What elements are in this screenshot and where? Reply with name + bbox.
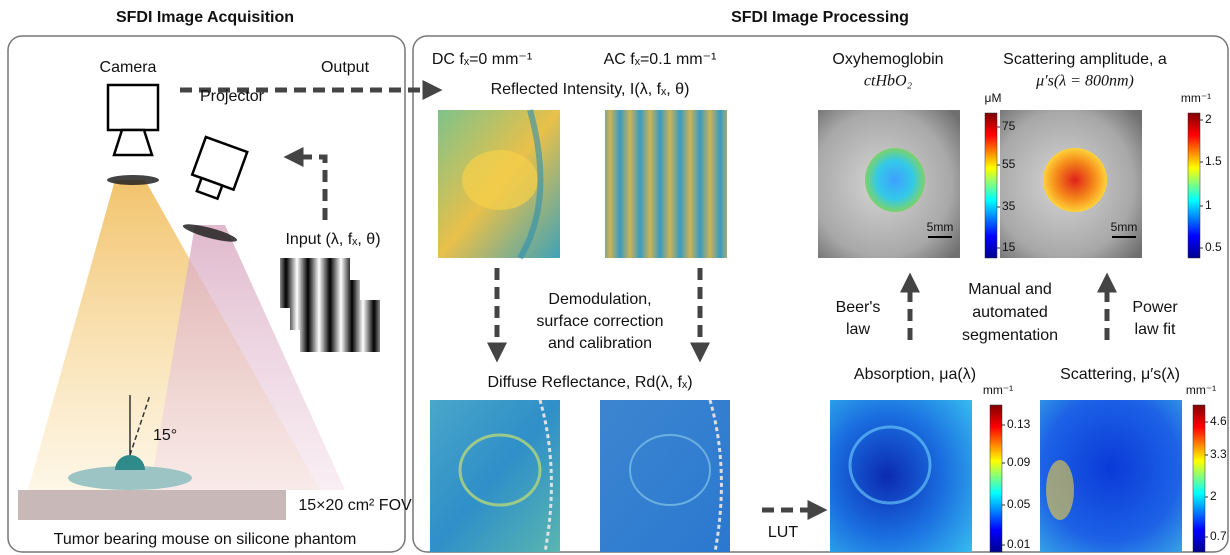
colorbar-tick-label: 1.5 (1205, 154, 1222, 168)
colorbar-tick-label: 0.5 (1205, 240, 1222, 254)
label: automated (972, 304, 1048, 321)
phantom (18, 490, 286, 520)
label: Beer's (836, 299, 881, 316)
rd-image (600, 400, 730, 552)
label: AC fₓ=0.1 mm⁻¹ (604, 51, 717, 68)
fringe-patterns (280, 258, 380, 352)
label: DC fₓ=0 mm⁻¹ (432, 51, 532, 68)
label: LUT (768, 524, 798, 541)
map-title: Absorption, μa(λ) (854, 366, 976, 383)
label: Manual and (968, 281, 1052, 298)
map-title: Scattering amplitude, a (1003, 51, 1167, 68)
projector (187, 137, 247, 203)
label: Diffuse Reflectance, Rd(λ, fₓ) (487, 374, 692, 391)
map-subtitle: ctHbO₂ (864, 73, 913, 90)
scale-label: 5mm (927, 220, 954, 234)
colorbar-tick-label: 0.05 (1007, 497, 1031, 511)
colorbar-unit: μM (985, 91, 1002, 105)
label: 15° (153, 427, 177, 444)
header: SFDI Image Acquisition (116, 9, 294, 26)
shadow (107, 175, 159, 185)
scale-label: 5mm (1111, 220, 1138, 234)
colorbar-tick-label: 55 (1002, 157, 1016, 171)
colorbar-tick-label: 1 (1205, 198, 1212, 212)
colorbar-tick-label: 0.01 (1007, 537, 1031, 551)
label: Camera (100, 59, 157, 76)
colorbar-unit: mm⁻¹ (1186, 383, 1216, 397)
label: Projector (200, 88, 265, 105)
colorbar-tick-label: 3.3 (1210, 447, 1227, 461)
colorbar-tick-label: 15 (1002, 240, 1016, 254)
map-image (818, 110, 960, 258)
colorbar (1193, 405, 1205, 552)
label: law (846, 321, 870, 338)
label: Output (321, 59, 370, 76)
rd-image (430, 400, 560, 552)
ac-image (605, 110, 727, 258)
colorbar-tick-label: 0.13 (1007, 417, 1031, 431)
map-title: Oxyhemoglobin (832, 51, 943, 68)
arrow (296, 157, 325, 220)
colorbar-tick-label: 35 (1002, 199, 1016, 213)
map-title: Scattering, μ′s(λ) (1060, 366, 1180, 383)
colorbar (1188, 113, 1200, 258)
colorbar-tick-label: 2 (1210, 489, 1217, 503)
colorbar-tick-label: 75 (1002, 119, 1016, 133)
dc-image (438, 110, 560, 258)
label: 15×20 cm² FOV (298, 497, 412, 514)
map-image (830, 400, 972, 552)
colorbar-tick-label: 0.09 (1007, 455, 1031, 469)
label: Reflected Intensity, I(λ, fₓ, θ) (491, 81, 690, 98)
colorbar-tick-label: 0.7 (1210, 529, 1227, 543)
label: Demodulation, (548, 291, 651, 308)
map-image (1000, 110, 1142, 258)
colorbar-unit: mm⁻¹ (983, 383, 1013, 397)
colorbar (990, 405, 1002, 552)
colorbar-tick-label: 4.6 (1210, 414, 1227, 428)
label: Input (λ, fₓ, θ) (285, 231, 380, 248)
label: Power (1132, 299, 1178, 316)
label: law fit (1135, 321, 1176, 338)
label: and calibration (548, 335, 652, 352)
label: segmentation (962, 327, 1058, 344)
map-image (1040, 400, 1182, 552)
figure: SFDI Image Acquisition SFDI Image Proces… (0, 0, 1230, 555)
colorbar (985, 113, 997, 258)
map-subtitle: μ′s(λ = 800nm) (1035, 73, 1134, 90)
caption: Tumor bearing mouse on silicone phantom (54, 531, 357, 548)
header: SFDI Image Processing (731, 9, 909, 26)
colorbar-tick-label: 2 (1205, 112, 1212, 126)
colorbar-unit: mm⁻¹ (1181, 91, 1211, 105)
camera-lens (114, 130, 152, 155)
label: surface correction (536, 313, 663, 330)
camera (108, 85, 158, 130)
